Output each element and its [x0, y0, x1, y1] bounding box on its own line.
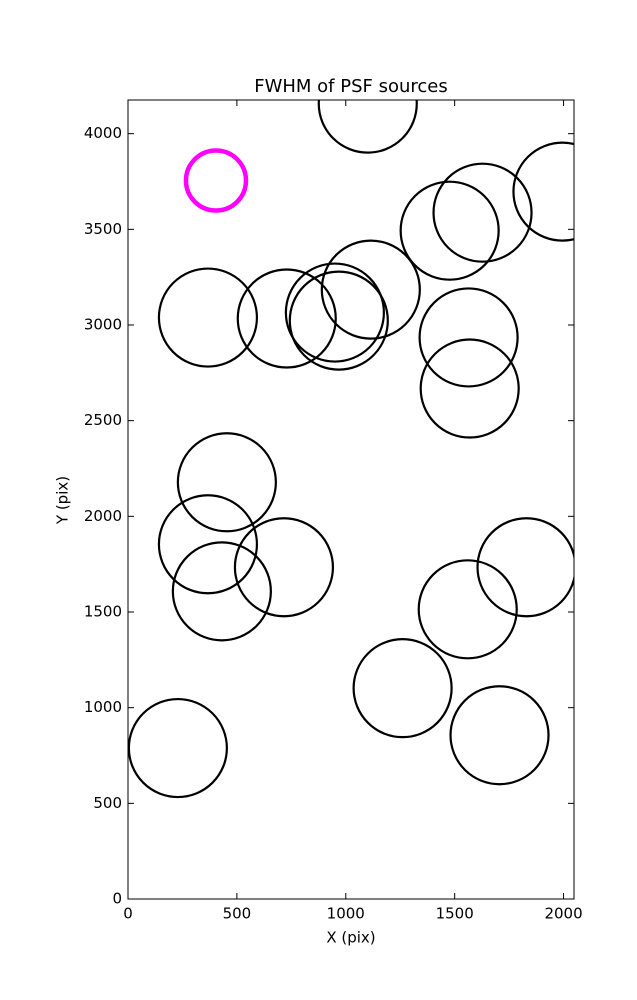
plot-frame: [127, 99, 575, 900]
point: [171, 541, 272, 642]
point: [233, 517, 335, 618]
x-tick-label: 1000: [327, 905, 365, 923]
y-tick-label: 0: [112, 890, 122, 908]
point: [419, 338, 520, 439]
point: [236, 268, 337, 369]
point: [399, 180, 500, 281]
point: [128, 697, 228, 799]
y-tick-label: 1500: [84, 603, 122, 621]
point: [157, 267, 259, 368]
y-tick-label: 3500: [84, 220, 122, 238]
x-axis-label: X (pix): [326, 929, 375, 947]
point: [417, 559, 518, 660]
point: [320, 239, 421, 340]
point: [157, 494, 259, 595]
point: [317, 100, 418, 154]
x-tick-label: 2000: [544, 905, 582, 923]
point: [512, 141, 574, 242]
chart-title: FWHM of PSF sources: [254, 76, 448, 97]
point: [183, 148, 249, 213]
y-axis-label: Y (pix): [54, 476, 72, 525]
point: [476, 517, 574, 618]
point: [284, 262, 385, 363]
y-tick-label: 3000: [84, 316, 122, 334]
point: [288, 270, 389, 371]
x-tick-label: 0: [123, 905, 133, 923]
point: [176, 432, 277, 533]
y-tick-label: 1000: [84, 698, 122, 716]
y-tick-label: 500: [93, 794, 122, 812]
point: [432, 162, 533, 263]
x-tick-label: 500: [223, 905, 252, 923]
point: [418, 287, 519, 388]
point: [449, 685, 550, 786]
y-tick-label: 2000: [84, 507, 122, 525]
point: [352, 638, 453, 739]
x-tick-label: 1500: [436, 905, 474, 923]
y-tick-label: 4000: [84, 124, 122, 142]
y-tick-label: 2500: [84, 411, 122, 429]
